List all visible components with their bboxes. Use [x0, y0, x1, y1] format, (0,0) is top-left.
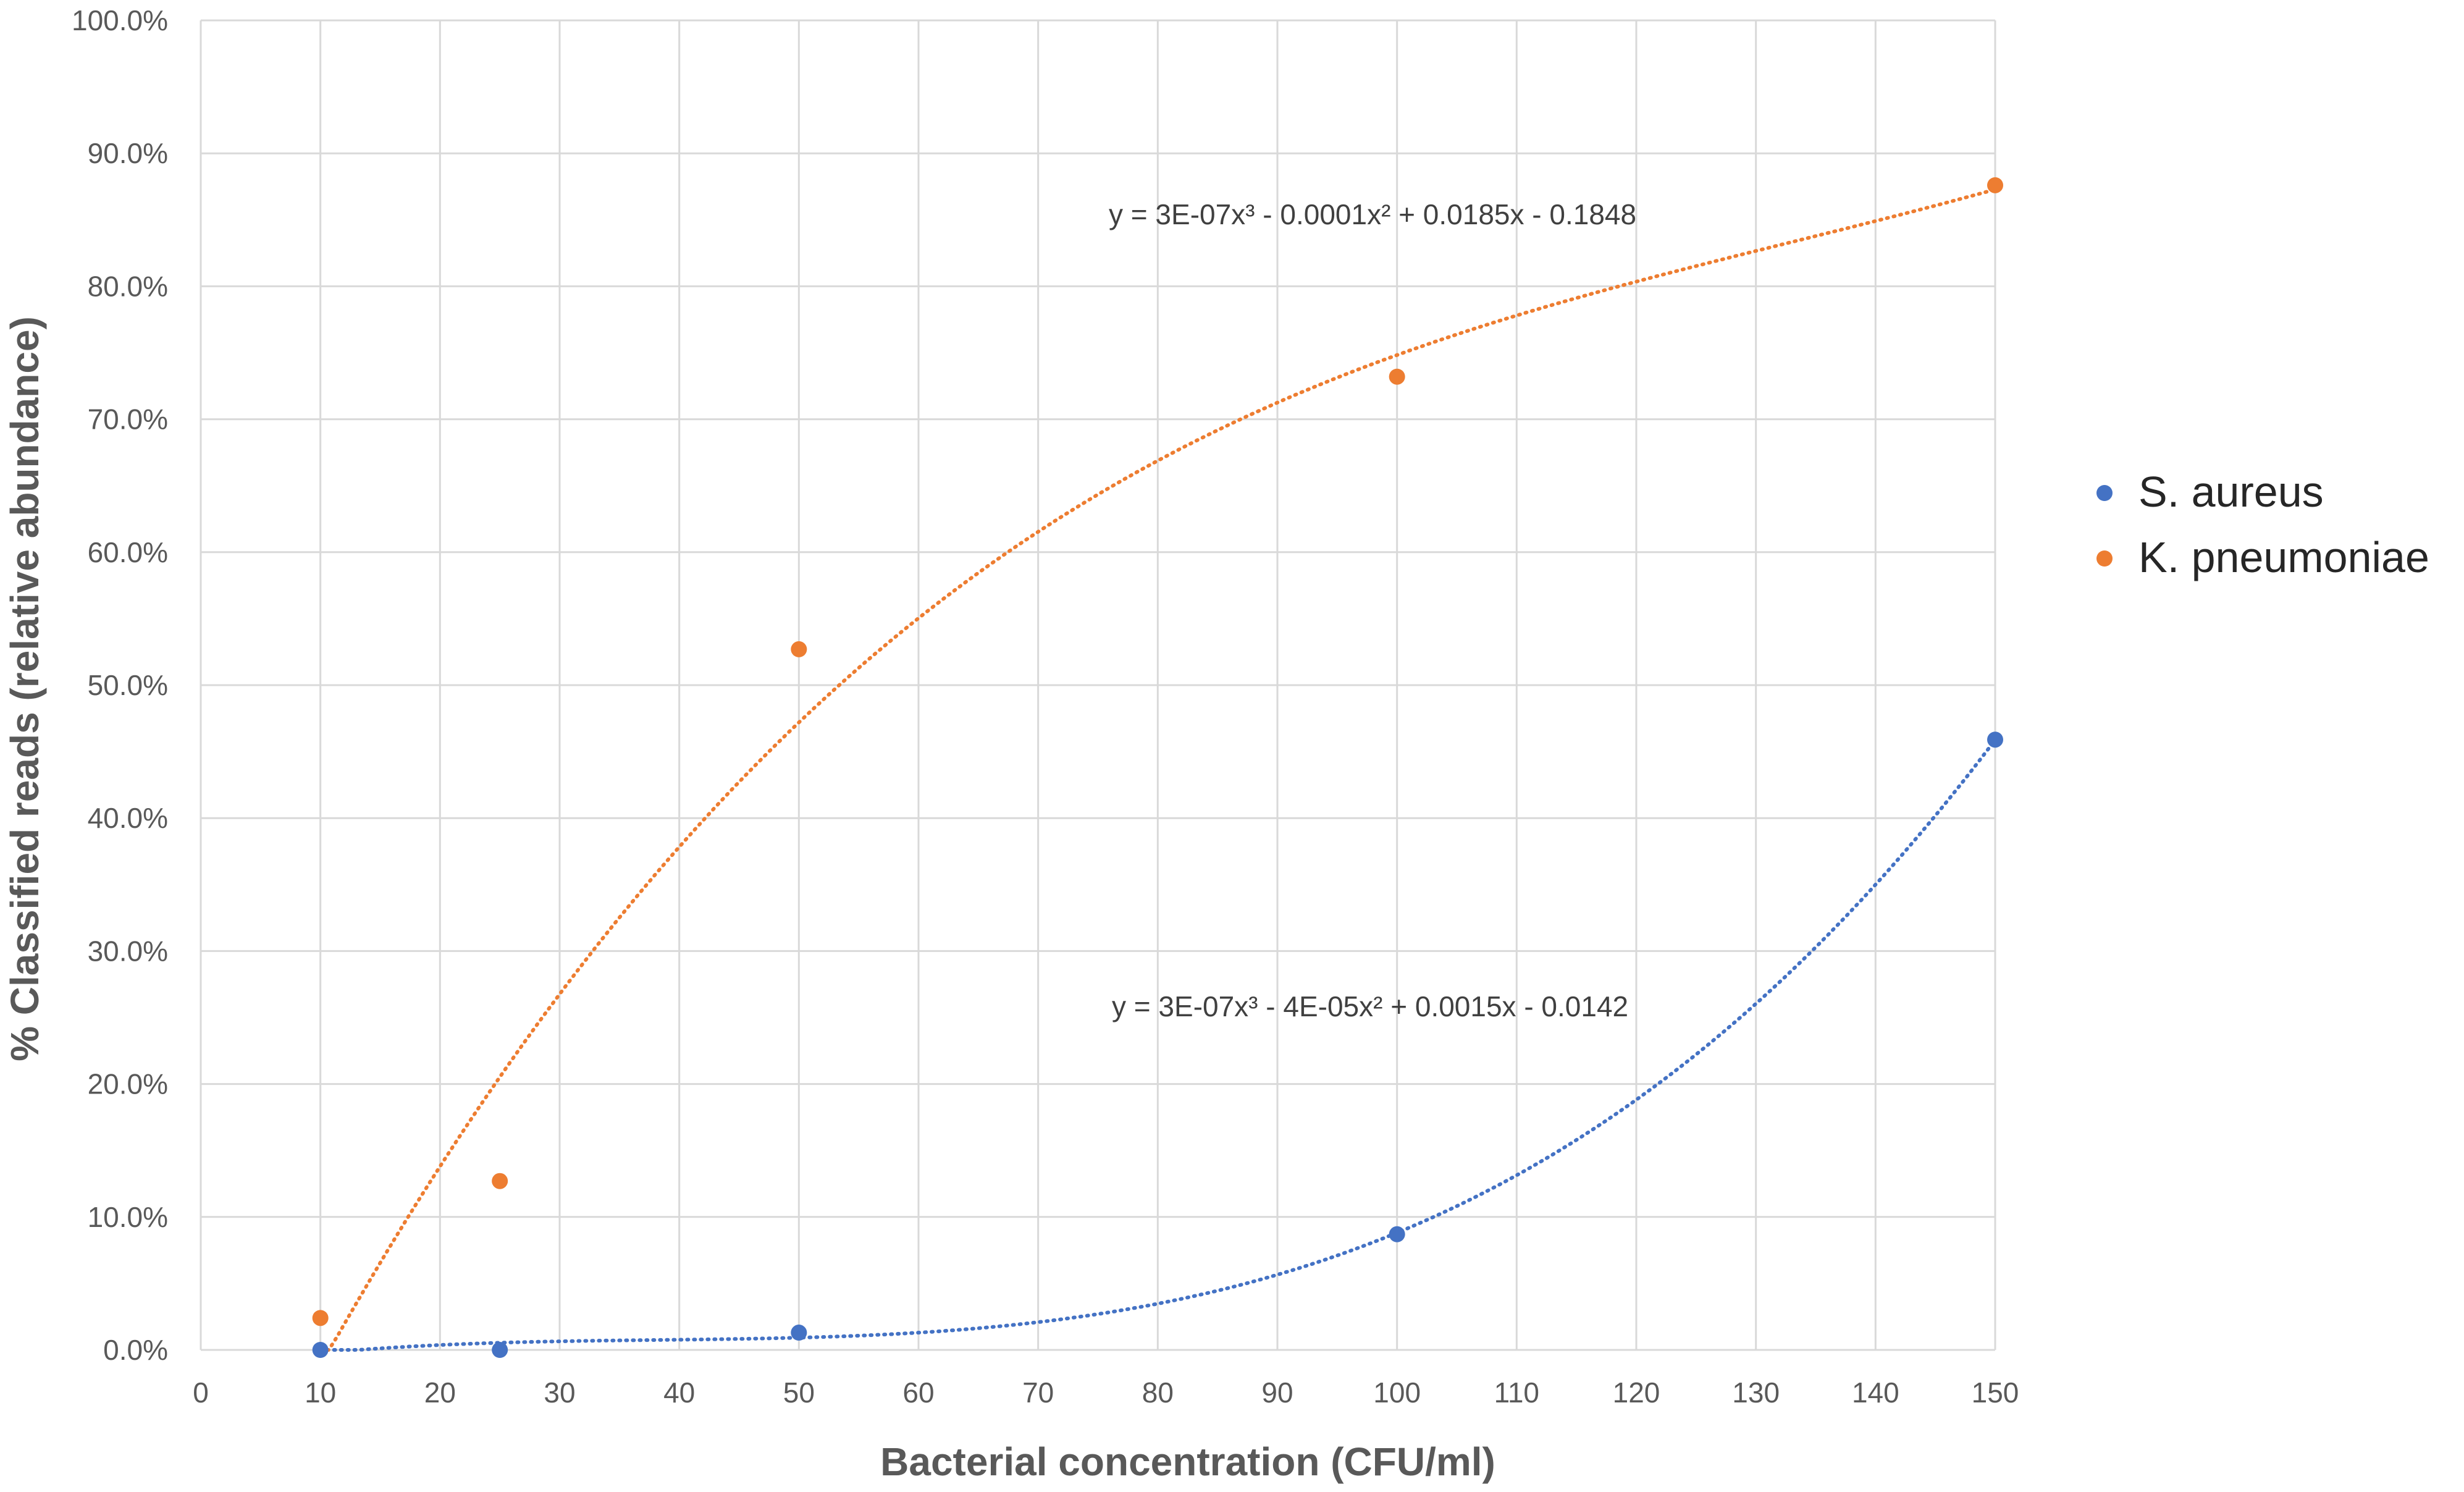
x-tick-label: 60	[902, 1376, 934, 1409]
legend: S. aureus K. pneumoniae	[2096, 468, 2429, 581]
trendline-1	[318, 187, 1997, 1352]
k-pneumoniae-point	[492, 1173, 508, 1189]
y-tick-label: 40.0%	[88, 802, 168, 834]
x-tick-label: 50	[783, 1376, 815, 1409]
k-pneumoniae-point	[791, 641, 807, 657]
x-tick-label: 20	[424, 1376, 456, 1409]
x-tick-label: 120	[1613, 1376, 1660, 1409]
y-tick-label: 20.0%	[88, 1068, 168, 1100]
y-tick-label: 80.0%	[88, 270, 168, 302]
x-tick-label: 110	[1494, 1376, 1539, 1409]
y-tick-label: 0.0%	[103, 1334, 168, 1366]
s-aureus-point	[1389, 1226, 1405, 1242]
legend-label-k-pneumoniae: K. pneumoniae	[2138, 533, 2429, 581]
x-tick-label: 90	[1261, 1376, 1293, 1409]
y-tick-label: 60.0%	[88, 536, 168, 568]
y-axis-title: % Classified reads (relative abundance)	[2, 316, 47, 1061]
k-pneumoniae-trendline-equation: y = 3E-07x³ - 0.0001x² + 0.0185x - 0.184…	[1109, 198, 1636, 230]
x-tick-label: 30	[544, 1376, 575, 1409]
s-aureus-point	[791, 1325, 807, 1341]
x-tick-label: 130	[1732, 1376, 1780, 1409]
y-tick-label: 50.0%	[88, 669, 168, 701]
trendline-0	[318, 738, 1997, 1352]
x-tick-label: 10	[305, 1376, 336, 1409]
legend-item-s-aureus: S. aureus	[2096, 468, 2324, 516]
legend-marker-k-pneumoniae	[2096, 550, 2113, 567]
y-tick-label: 90.0%	[88, 137, 168, 169]
x-tick-label: 100	[1373, 1376, 1421, 1409]
data-points	[312, 177, 2003, 1358]
k-pneumoniae-point	[1987, 177, 2003, 193]
s-aureus-point	[1987, 731, 2003, 748]
tick-labels: 0 10 20 30 40 50 60 70 80 90 100 110 120 130 140 150 0.0…	[72, 4, 2019, 1409]
x-tick-label: 0	[193, 1376, 209, 1409]
x-tick-label: 150	[1972, 1376, 2019, 1409]
y-tick-label: 70.0%	[88, 403, 168, 436]
x-tick-label: 140	[1852, 1376, 1899, 1409]
legend-label-s-aureus: S. aureus	[2138, 468, 2324, 516]
grid	[200, 19, 1996, 1351]
k-pneumoniae-point	[1389, 368, 1405, 385]
y-tick-label: 100.0%	[72, 4, 168, 36]
x-tick-label: 80	[1142, 1376, 1174, 1409]
s-aureus-point	[492, 1342, 508, 1358]
y-tick-label: 30.0%	[88, 935, 168, 967]
s-aureus-trendline-equation: y = 3E-07x³ - 4E-05x² + 0.0015x - 0.0142	[1112, 990, 1628, 1022]
legend-item-k-pneumoniae: K. pneumoniae	[2096, 533, 2429, 581]
s-aureus-point	[312, 1342, 329, 1358]
x-tick-label: 70	[1022, 1376, 1054, 1409]
k-pneumoniae-point	[312, 1310, 329, 1326]
trendlines	[318, 187, 1997, 1352]
x-tick-label: 40	[663, 1376, 695, 1409]
y-tick-label: 10.0%	[88, 1201, 168, 1233]
x-axis-title: Bacterial concentration (CFU/ml)	[880, 1439, 1495, 1484]
legend-marker-s-aureus	[2096, 485, 2113, 501]
